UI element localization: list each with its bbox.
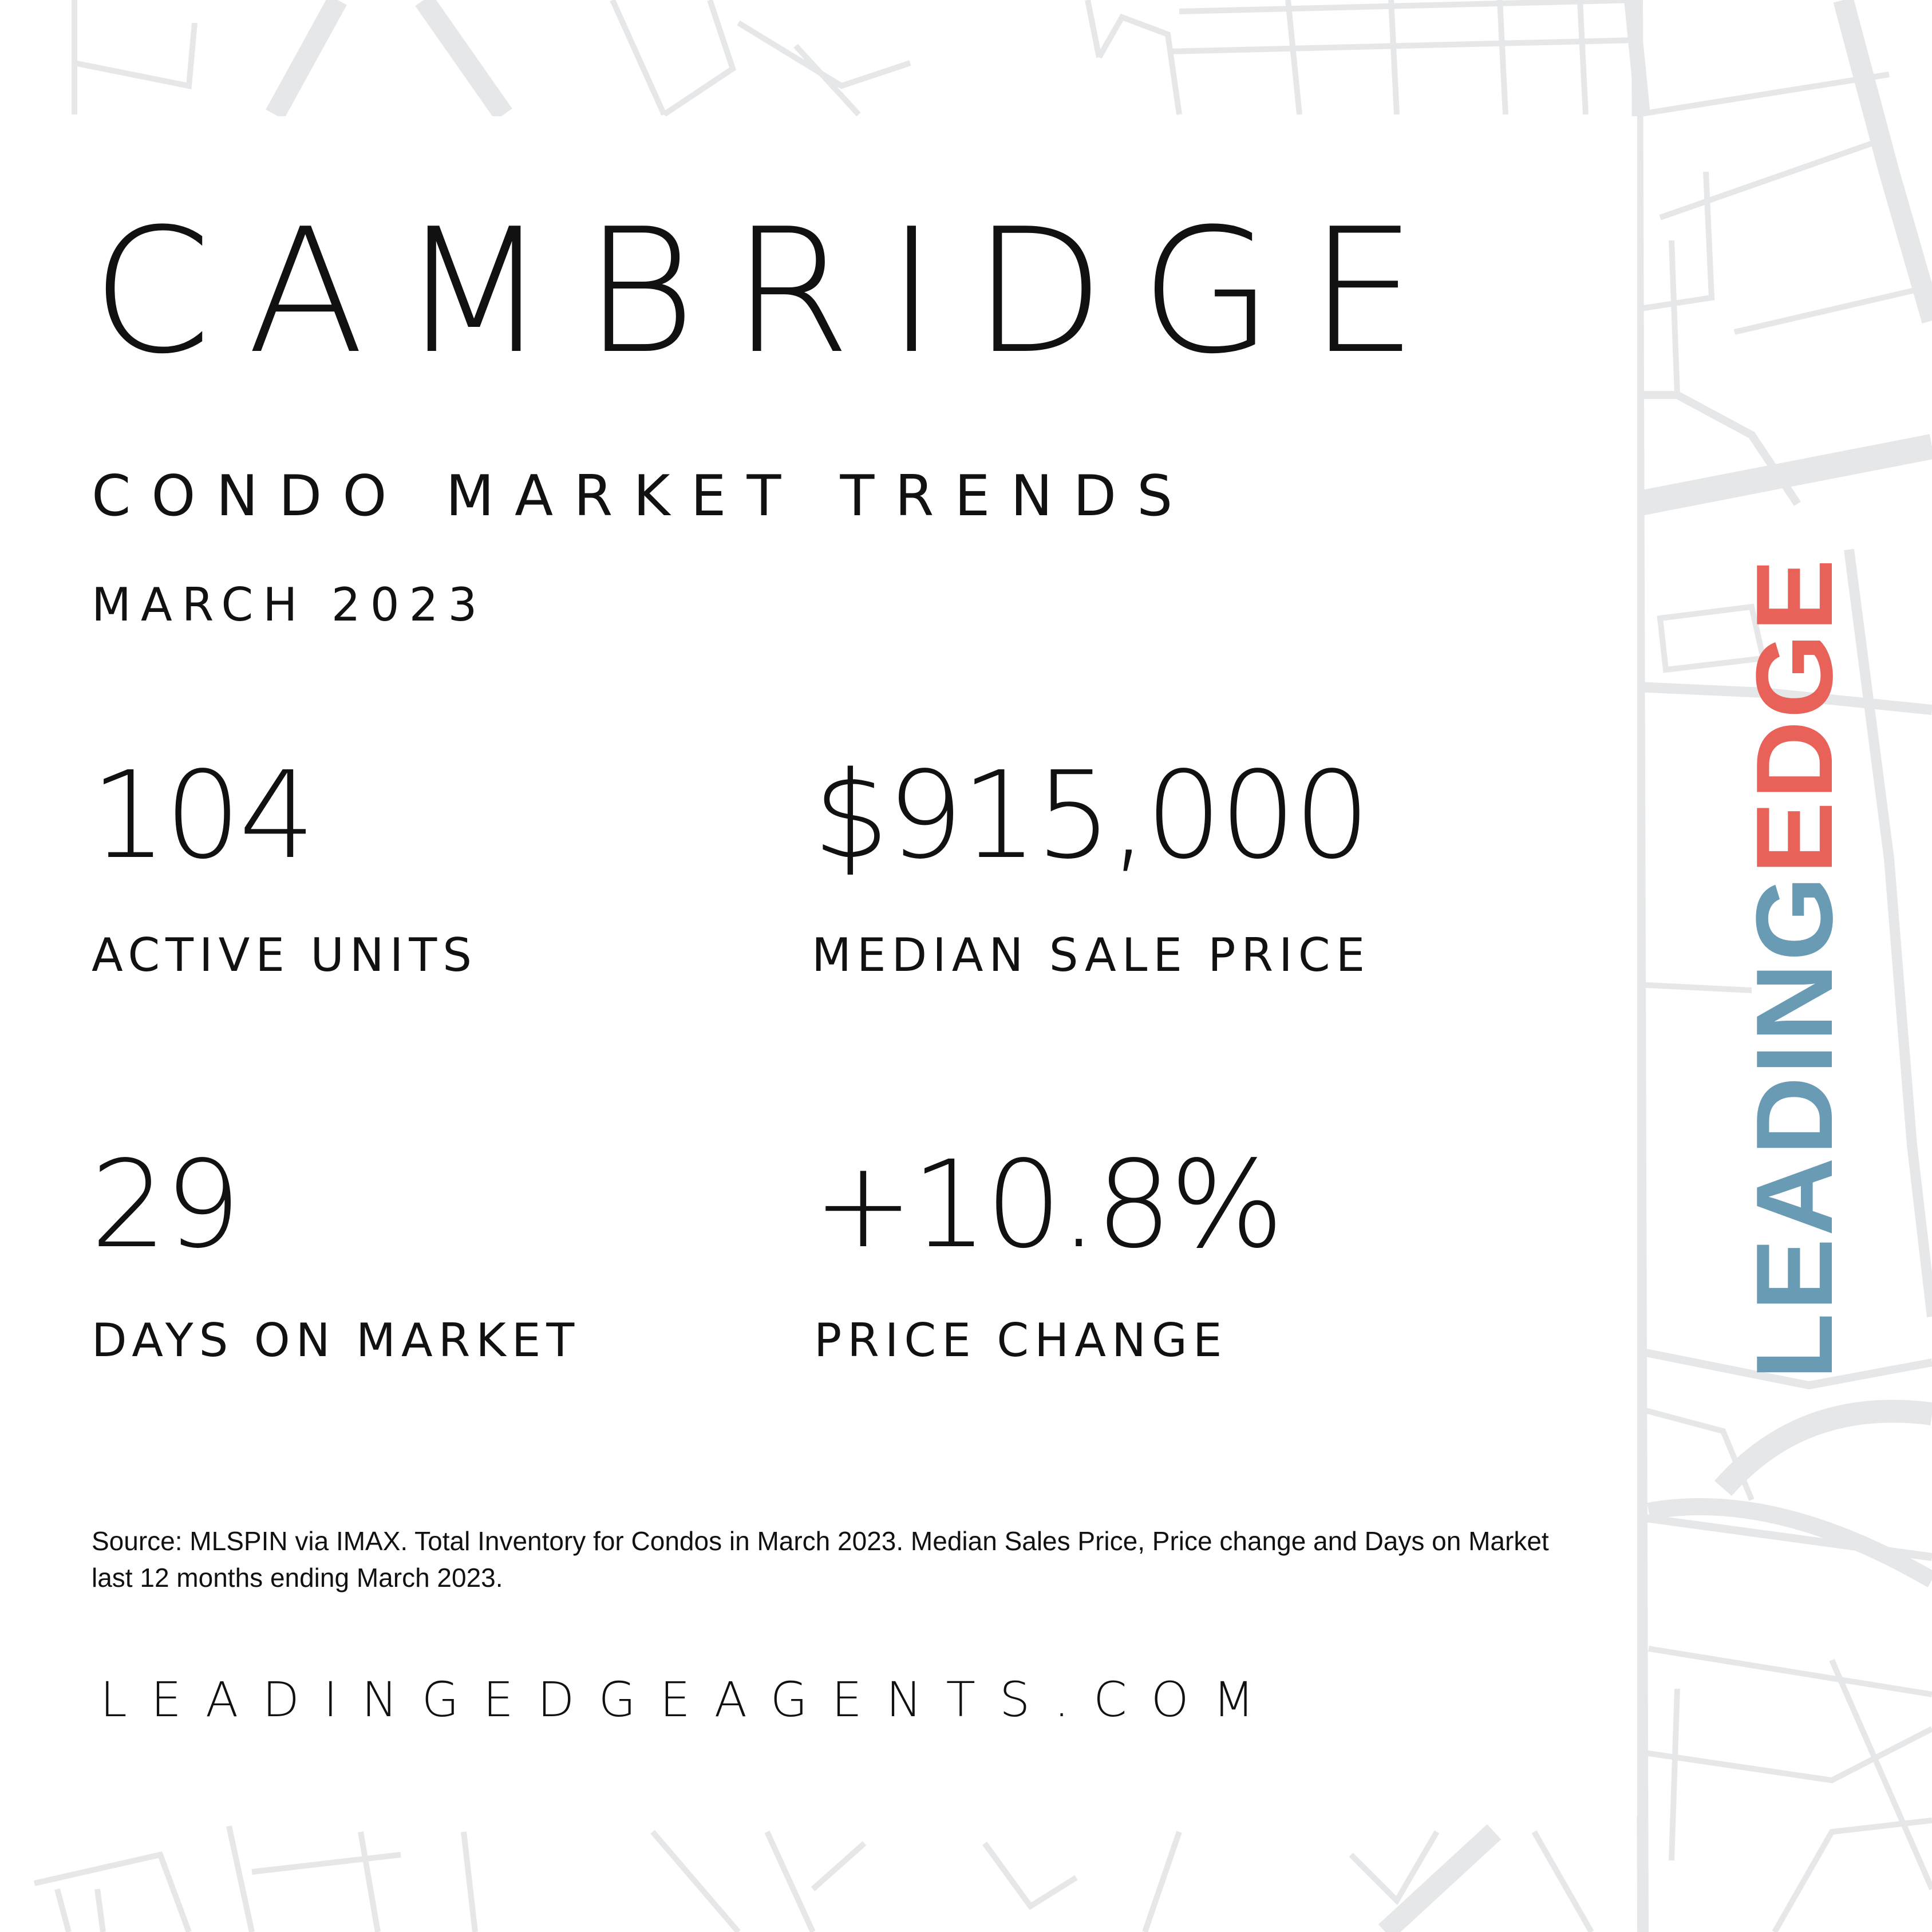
page-title: CAMBRIDGE <box>92 192 1453 392</box>
report-date: MARCH 2023 <box>92 578 487 631</box>
active-units-label: ACTIVE UNITS <box>92 929 477 982</box>
website-link[interactable]: LEADINGEDGEAGENTS.COM <box>100 1672 1279 1728</box>
leading-edge-logo: LEADINGEDGE <box>1734 557 1855 1385</box>
logo-edge: EDGE <box>1734 556 1855 874</box>
median-sale-price-label: MEDIAN SALE PRICE <box>812 929 1371 982</box>
price-change-label: PRICE CHANGE <box>814 1314 1228 1367</box>
logo-leading: LEADING <box>1734 874 1855 1380</box>
price-change-value: +10.8% <box>813 1135 1284 1275</box>
days-on-market-value: 29 <box>90 1135 241 1275</box>
page-subtitle: CONDO MARKET TRENDS <box>92 464 1194 529</box>
source-footnote: Source: MLSPIN via IMAX. Total Inventory… <box>92 1526 1549 1593</box>
active-units-value: 104 <box>90 745 315 886</box>
content-panel <box>0 116 1637 1816</box>
median-sale-price-value: $915,000 <box>813 745 1370 886</box>
logo-wordmark: LEADINGEDGE <box>1734 557 1855 1380</box>
days-on-market-label: DAYS ON MARKET <box>92 1314 580 1367</box>
